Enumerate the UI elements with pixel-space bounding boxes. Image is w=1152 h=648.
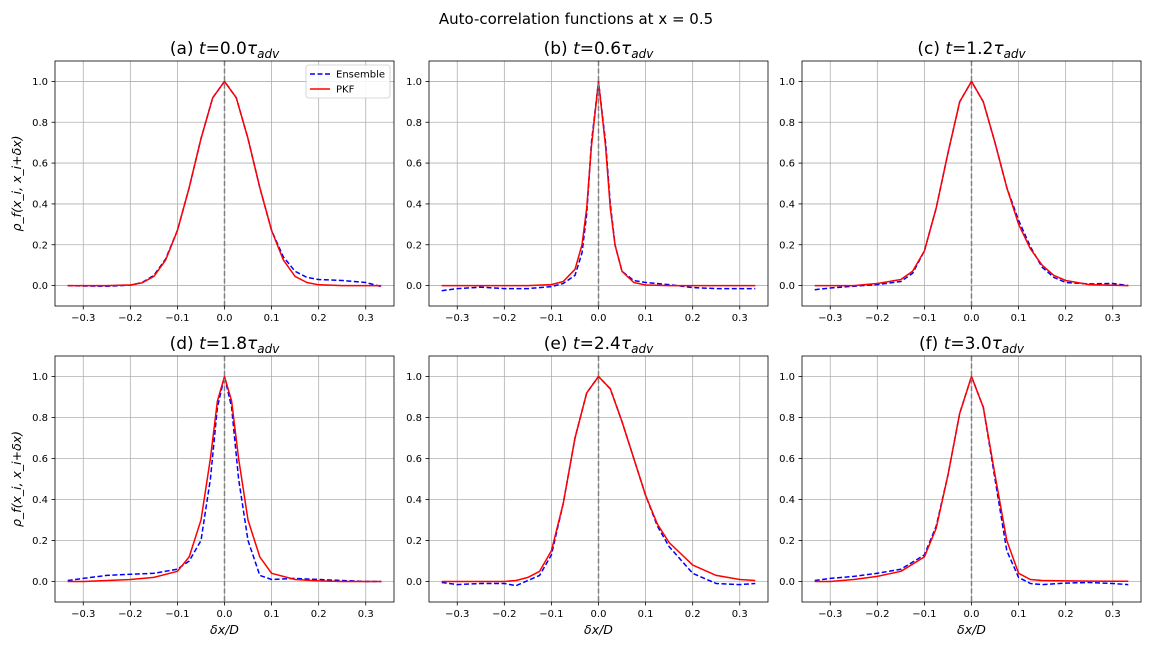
x-tick-label: 0.3 [1105,609,1121,620]
x-tick-label: −0.2 [865,609,889,620]
x-tick-label: −0.1 [912,609,936,620]
y-tick-label: 1.0 [32,77,48,88]
x-tick-label: −0.3 [445,313,469,324]
x-tick-label: 0.0 [591,609,607,620]
x-tick-label: −0.1 [165,609,189,620]
y-tick-label: 1.0 [406,77,422,88]
y-tick-label: 0.8 [779,413,795,424]
x-tick-label: 0.2 [1058,313,1074,324]
y-tick-label: 0.6 [406,454,422,465]
y-tick-label: 0.4 [406,199,422,210]
y-tick-label: 0.2 [32,536,48,547]
y-tick-label: 0.8 [406,413,422,424]
y-tick-label: 0.2 [32,240,48,251]
x-tick-label: −0.1 [912,313,936,324]
x-tick-label: 0.2 [1058,609,1074,620]
y-tick-label: 0.4 [779,199,795,210]
x-axis-label: δx/D [210,622,239,637]
x-tick-label: 0.1 [638,609,654,620]
y-tick-label: 0.0 [779,281,795,292]
x-tick-label: −0.1 [539,313,563,324]
x-tick-label: 0.3 [732,313,748,324]
x-tick-label: 0.1 [1011,609,1027,620]
x-tick-label: −0.2 [865,313,889,324]
y-tick-label: 0.2 [406,536,422,547]
y-tick-label: 0.6 [406,159,422,170]
x-tick-label: −0.2 [492,609,516,620]
y-tick-label: 0.6 [32,454,48,465]
y-tick-label: 0.4 [779,495,795,506]
panel-d: −0.3 −0.2 −0.1 0.0 0.1 0.2 0.3 0.0 0.2 0.4 0.6 0.8 1… [9,334,394,637]
x-tick-label: 0.0 [217,609,233,620]
x-tick-label: 0.2 [311,313,327,324]
y-tick-label: 0.8 [32,118,48,129]
y-tick-label: 0.6 [779,159,795,170]
y-tick-label: 1.0 [779,77,795,88]
x-tick-label: −0.3 [445,609,469,620]
x-tick-label: 0.1 [638,313,654,324]
x-tick-label: −0.3 [818,313,842,324]
x-tick-label: 0.1 [264,609,280,620]
x-tick-label: 0.0 [964,609,980,620]
panel-title: (a) t=0.0τadv [170,39,280,61]
y-tick-label: 1.0 [779,372,795,383]
x-tick-label: −0.1 [539,609,563,620]
legend-label-pkf: PKF [336,85,355,96]
x-axis-label: δx/D [957,622,986,637]
y-tick-label: 0.0 [406,281,422,292]
y-tick-label: 0.4 [32,495,48,506]
x-tick-label: 0.1 [264,313,280,324]
x-tick-label: −0.2 [118,609,142,620]
y-tick-label: 1.0 [406,372,422,383]
y-tick-label: 0.0 [406,577,422,588]
panel-f: −0.3 −0.2 −0.1 0.0 0.1 0.2 0.3 0.0 0.2 0.4 0.6 0.8 1… [779,334,1141,637]
x-tick-label: 0.1 [1011,313,1027,324]
panel-title: (f) t=3.0τadv [919,334,1025,356]
y-tick-label: 0.0 [32,281,48,292]
y-axis-label: ρ_f(x_i, x_i+δx) [9,431,24,527]
x-tick-label: −0.1 [165,313,189,324]
panel-e: −0.3 −0.2 −0.1 0.0 0.1 0.2 0.3 0.0 0.2 0.4 0.6 0.8 1… [406,334,768,637]
x-tick-label: 0.2 [685,609,701,620]
x-tick-label: 0.3 [358,609,374,620]
y-tick-label: 0.2 [779,536,795,547]
panel-title: (c) t=1.2τadv [917,39,1026,61]
x-tick-label: 0.0 [591,313,607,324]
y-tick-label: 0.0 [32,577,48,588]
y-tick-label: 0.2 [779,240,795,251]
y-tick-label: 0.6 [32,159,48,170]
panel-b: −0.3 −0.2 −0.1 0.0 0.1 0.2 0.3 0.0 0.2 0.4 0.6 0.8 1… [406,39,768,324]
x-tick-label: −0.2 [118,313,142,324]
y-tick-label: 0.8 [32,413,48,424]
panel-a: −0.3 −0.2 −0.1 0.0 0.1 0.2 0.3 0.0 0.2 0.4 0.6 0.8 1… [9,39,394,324]
panel-title: (e) t=2.4τadv [544,334,654,356]
x-tick-label: 0.2 [685,313,701,324]
y-axis-label: ρ_f(x_i, x_i+δx) [9,135,24,231]
x-tick-label: −0.3 [818,609,842,620]
y-tick-label: 0.8 [406,118,422,129]
y-tick-label: 0.4 [32,199,48,210]
y-tick-label: 0.6 [779,454,795,465]
y-tick-label: 0.0 [779,577,795,588]
x-tick-label: 0.3 [358,313,374,324]
legend-label-ensemble: Ensemble [336,70,385,81]
x-tick-label: 0.2 [311,609,327,620]
x-tick-label: 0.0 [964,313,980,324]
legend: Ensemble PKF [306,65,390,98]
x-tick-label: 0.3 [732,609,748,620]
y-tick-label: 0.2 [406,240,422,251]
x-axis-label: δx/D [584,622,613,637]
x-tick-label: 0.3 [1105,313,1121,324]
panel-title: (b) t=0.6τadv [544,39,655,61]
y-tick-label: 0.4 [406,495,422,506]
panel-title: (d) t=1.8τadv [170,334,281,356]
x-tick-label: −0.3 [71,313,95,324]
panel-c: −0.3 −0.2 −0.1 0.0 0.1 0.2 0.3 0.0 0.2 0.4 0.6 0.8 1… [779,39,1141,324]
x-tick-label: 0.0 [217,313,233,324]
y-tick-label: 0.8 [779,118,795,129]
y-tick-label: 1.0 [32,372,48,383]
x-tick-label: −0.3 [71,609,95,620]
x-tick-label: −0.2 [492,313,516,324]
